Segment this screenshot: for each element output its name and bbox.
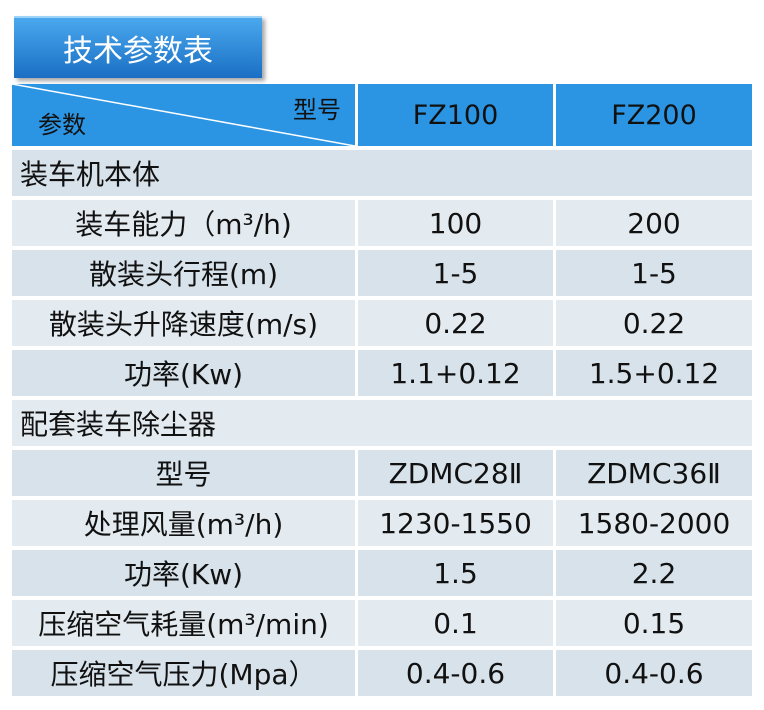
diagonal <box>12 84 355 146</box>
value-cell: 1580-2000 <box>556 500 752 546</box>
value-cell: 0.1 <box>358 600 553 646</box>
value-cell: 1.5+0.12 <box>556 350 752 396</box>
label-cell: 功率(Kw) <box>12 550 355 596</box>
label-cell: 压缩空气耗量(m³/min) <box>12 600 355 646</box>
label-cell: 压缩空气压力(Mpa） <box>12 650 355 696</box>
label-cell: 散装头行程(m) <box>12 250 355 296</box>
value-cell: 1230-1550 <box>358 500 553 546</box>
value-cell: ZDMC36Ⅱ <box>556 450 752 496</box>
label-cell: 型号 <box>12 450 355 496</box>
section-cell: 配套装车除尘器 <box>12 400 752 446</box>
column-header: FZ200 <box>556 84 752 146</box>
label-cell: 处理风量(m³/h) <box>12 500 355 546</box>
value-cell: 100 <box>358 200 553 246</box>
section-cell: 装车机本体 <box>12 150 752 196</box>
column-header: FZ100 <box>358 84 553 146</box>
label-cell: 装车能力（m³/h) <box>12 200 355 246</box>
value-cell: 0.4-0.6 <box>556 650 752 696</box>
value-cell: ZDMC28Ⅱ <box>358 450 553 496</box>
value-cell: 0.22 <box>556 300 752 346</box>
value-cell: 1.1+0.12 <box>358 350 553 396</box>
value-cell: 200 <box>556 200 752 246</box>
value-cell: 1-5 <box>556 250 752 296</box>
value-cell: 1.5 <box>358 550 553 596</box>
title-banner: 技术参数表 <box>14 16 262 78</box>
value-cell: 0.15 <box>556 600 752 646</box>
label-cell: 功率(Kw) <box>12 350 355 396</box>
label-cell: 散装头升降速度(m/s) <box>12 300 355 346</box>
corner-cell: 型号 参数 <box>12 84 355 146</box>
corner-top: 型号 <box>293 96 341 124</box>
value-cell: 0.4-0.6 <box>358 650 553 696</box>
value-cell: 1-5 <box>358 250 553 296</box>
corner-bottom: 参数 <box>38 111 86 139</box>
value-cell: 2.2 <box>556 550 752 596</box>
value-cell: 0.22 <box>358 300 553 346</box>
